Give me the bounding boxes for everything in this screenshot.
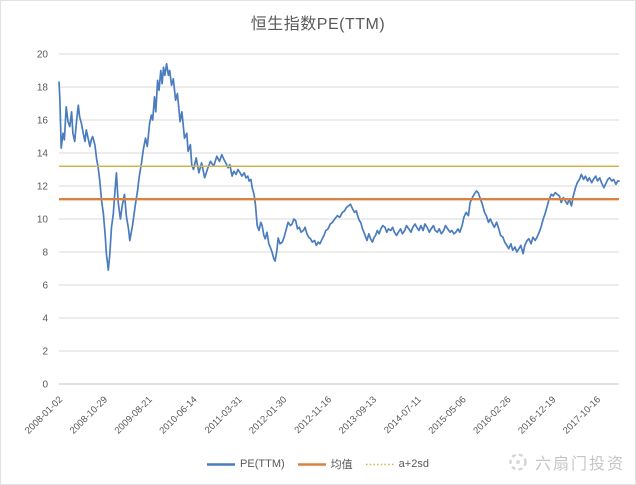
svg-text:2013-09-13: 2013-09-13 <box>337 394 379 436</box>
svg-text:2012-01-30: 2012-01-30 <box>247 394 289 436</box>
series-pe-ttm-line <box>58 63 620 271</box>
x-axis-labels: 2008-01-02 2008-10-29 2009-08-21 2010-06-14… <box>23 394 603 436</box>
legend-item-mean: 均值 <box>297 456 353 472</box>
svg-text:2016-12-19: 2016-12-19 <box>516 394 558 436</box>
y-axis-labels: 0 2 4 6 8 10 12 14 16 18 20 <box>37 50 49 391</box>
legend-item-pe-ttm: PE(TTM) <box>207 458 285 470</box>
svg-text:20: 20 <box>37 50 49 61</box>
svg-text:4: 4 <box>42 314 48 325</box>
svg-text:2008-10-29: 2008-10-29 <box>68 394 110 436</box>
svg-text:2015-05-06: 2015-05-06 <box>426 394 468 436</box>
legend-label-mean: 均值 <box>330 459 353 471</box>
svg-text:10: 10 <box>37 215 49 226</box>
gridlines <box>59 53 619 385</box>
legend-item-a2sd: a+2sd <box>365 458 429 470</box>
chart-title: 恒生指数PE(TTM) <box>250 16 386 33</box>
svg-text:2: 2 <box>42 347 48 358</box>
svg-text:2017-10-16: 2017-10-16 <box>561 394 603 436</box>
svg-text:16: 16 <box>37 116 49 127</box>
svg-text:14: 14 <box>37 149 49 160</box>
svg-text:2010-06-14: 2010-06-14 <box>157 394 199 436</box>
svg-text:2011-03-31: 2011-03-31 <box>203 394 245 436</box>
legend-swatch-mean-line <box>297 462 326 466</box>
svg-text:2012-11-16: 2012-11-16 <box>292 394 334 436</box>
svg-text:12: 12 <box>37 182 49 193</box>
watermark-text: 六扇门投资 <box>534 456 625 473</box>
svg-text:2009-08-21: 2009-08-21 <box>113 394 155 436</box>
svg-text:18: 18 <box>37 83 49 94</box>
legend-swatch-a2sd-line <box>365 463 394 465</box>
legend-label-pe-ttm: PE(TTM) <box>240 458 285 470</box>
svg-text:8: 8 <box>42 248 48 259</box>
chart-legend: PE(TTM) 均值 a+2sd <box>1 456 635 472</box>
sun-logo-icon <box>509 453 527 471</box>
svg-text:0: 0 <box>42 380 48 391</box>
svg-text:6: 6 <box>42 281 48 292</box>
svg-text:2008-01-02: 2008-01-02 <box>23 394 65 436</box>
watermark: 六扇门投资 <box>507 450 625 474</box>
legend-swatch-pe-line <box>207 462 236 466</box>
svg-text:2014-07-11: 2014-07-11 <box>382 394 424 436</box>
svg-text:2016-02-26: 2016-02-26 <box>471 394 513 436</box>
legend-label-a2sd: a+2sd <box>398 458 429 470</box>
